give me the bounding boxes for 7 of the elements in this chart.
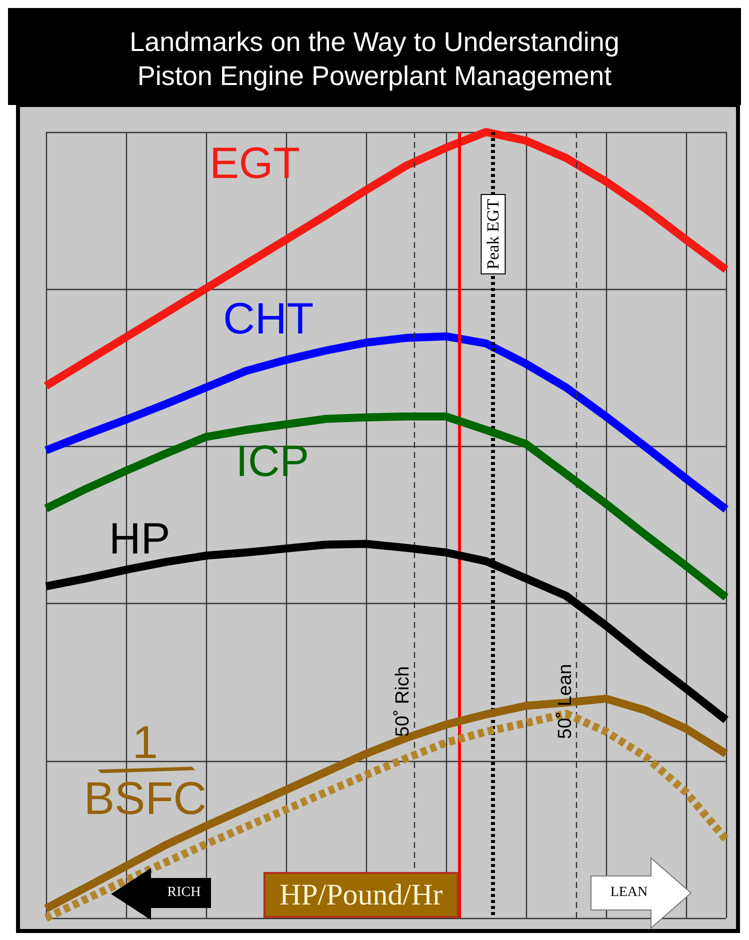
annotation: 50˚ Lean: [554, 664, 576, 740]
annotation: HP/Pound/Hr: [279, 878, 443, 912]
annotation: RICH: [166, 884, 202, 902]
annotation: LEAN: [609, 884, 649, 902]
annotation: 50˚ Rich: [392, 666, 414, 737]
chart-title: Landmarks on the Way to Understanding Piston Engine Powerplant Management: [130, 27, 620, 91]
annotation: Peak EGT: [484, 198, 503, 270]
